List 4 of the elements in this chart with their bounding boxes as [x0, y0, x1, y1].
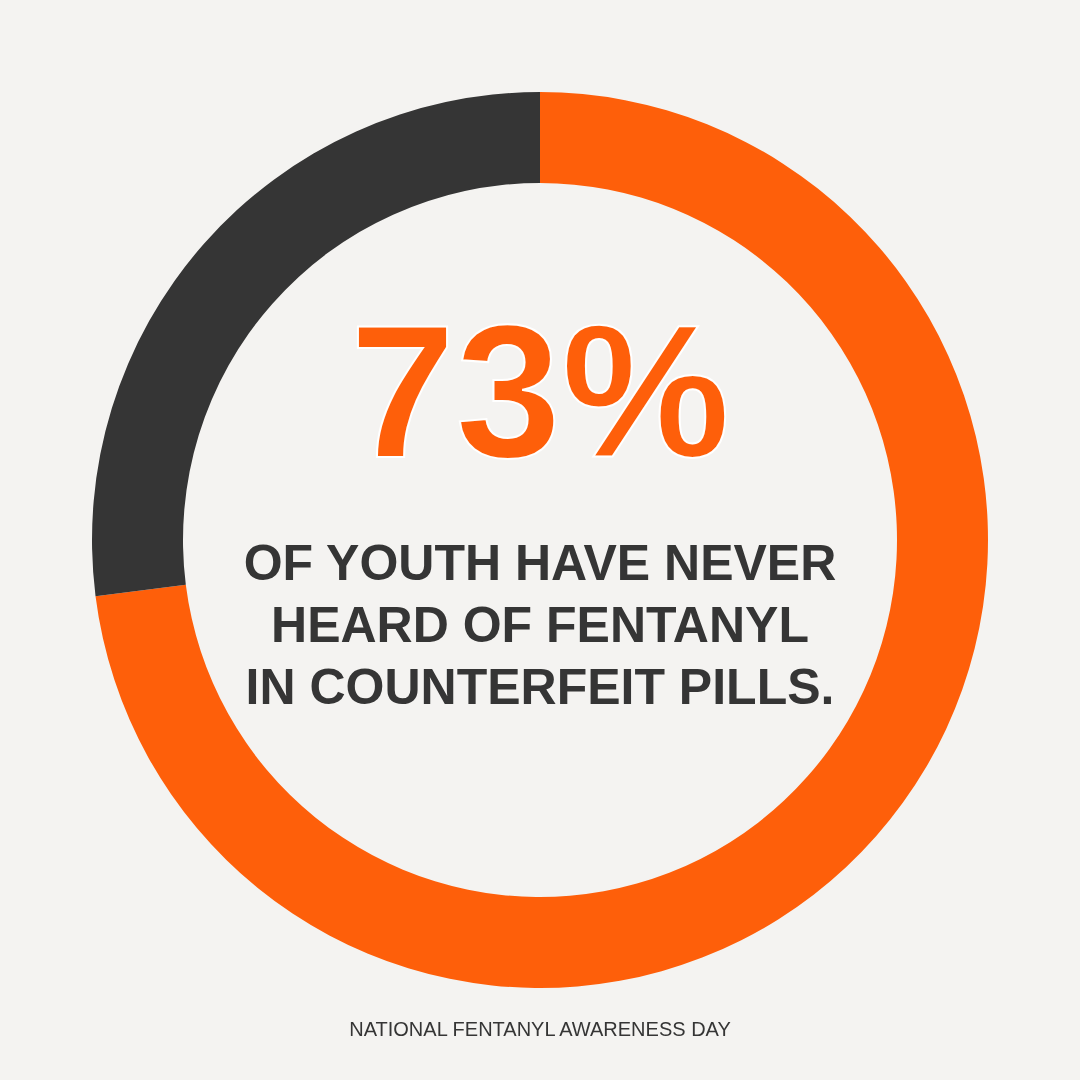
- text: OF YOUTH HAVE NEVER HEARD OF FENTANYL IN COUNTERFEIT PILLS.: [243, 535, 837, 715]
- data-label: 73%: [349, 285, 731, 497]
- donut-slice: [95, 92, 988, 988]
- text: NATIONAL FENTANYL AWARENESS DAY: [349, 1018, 731, 1040]
